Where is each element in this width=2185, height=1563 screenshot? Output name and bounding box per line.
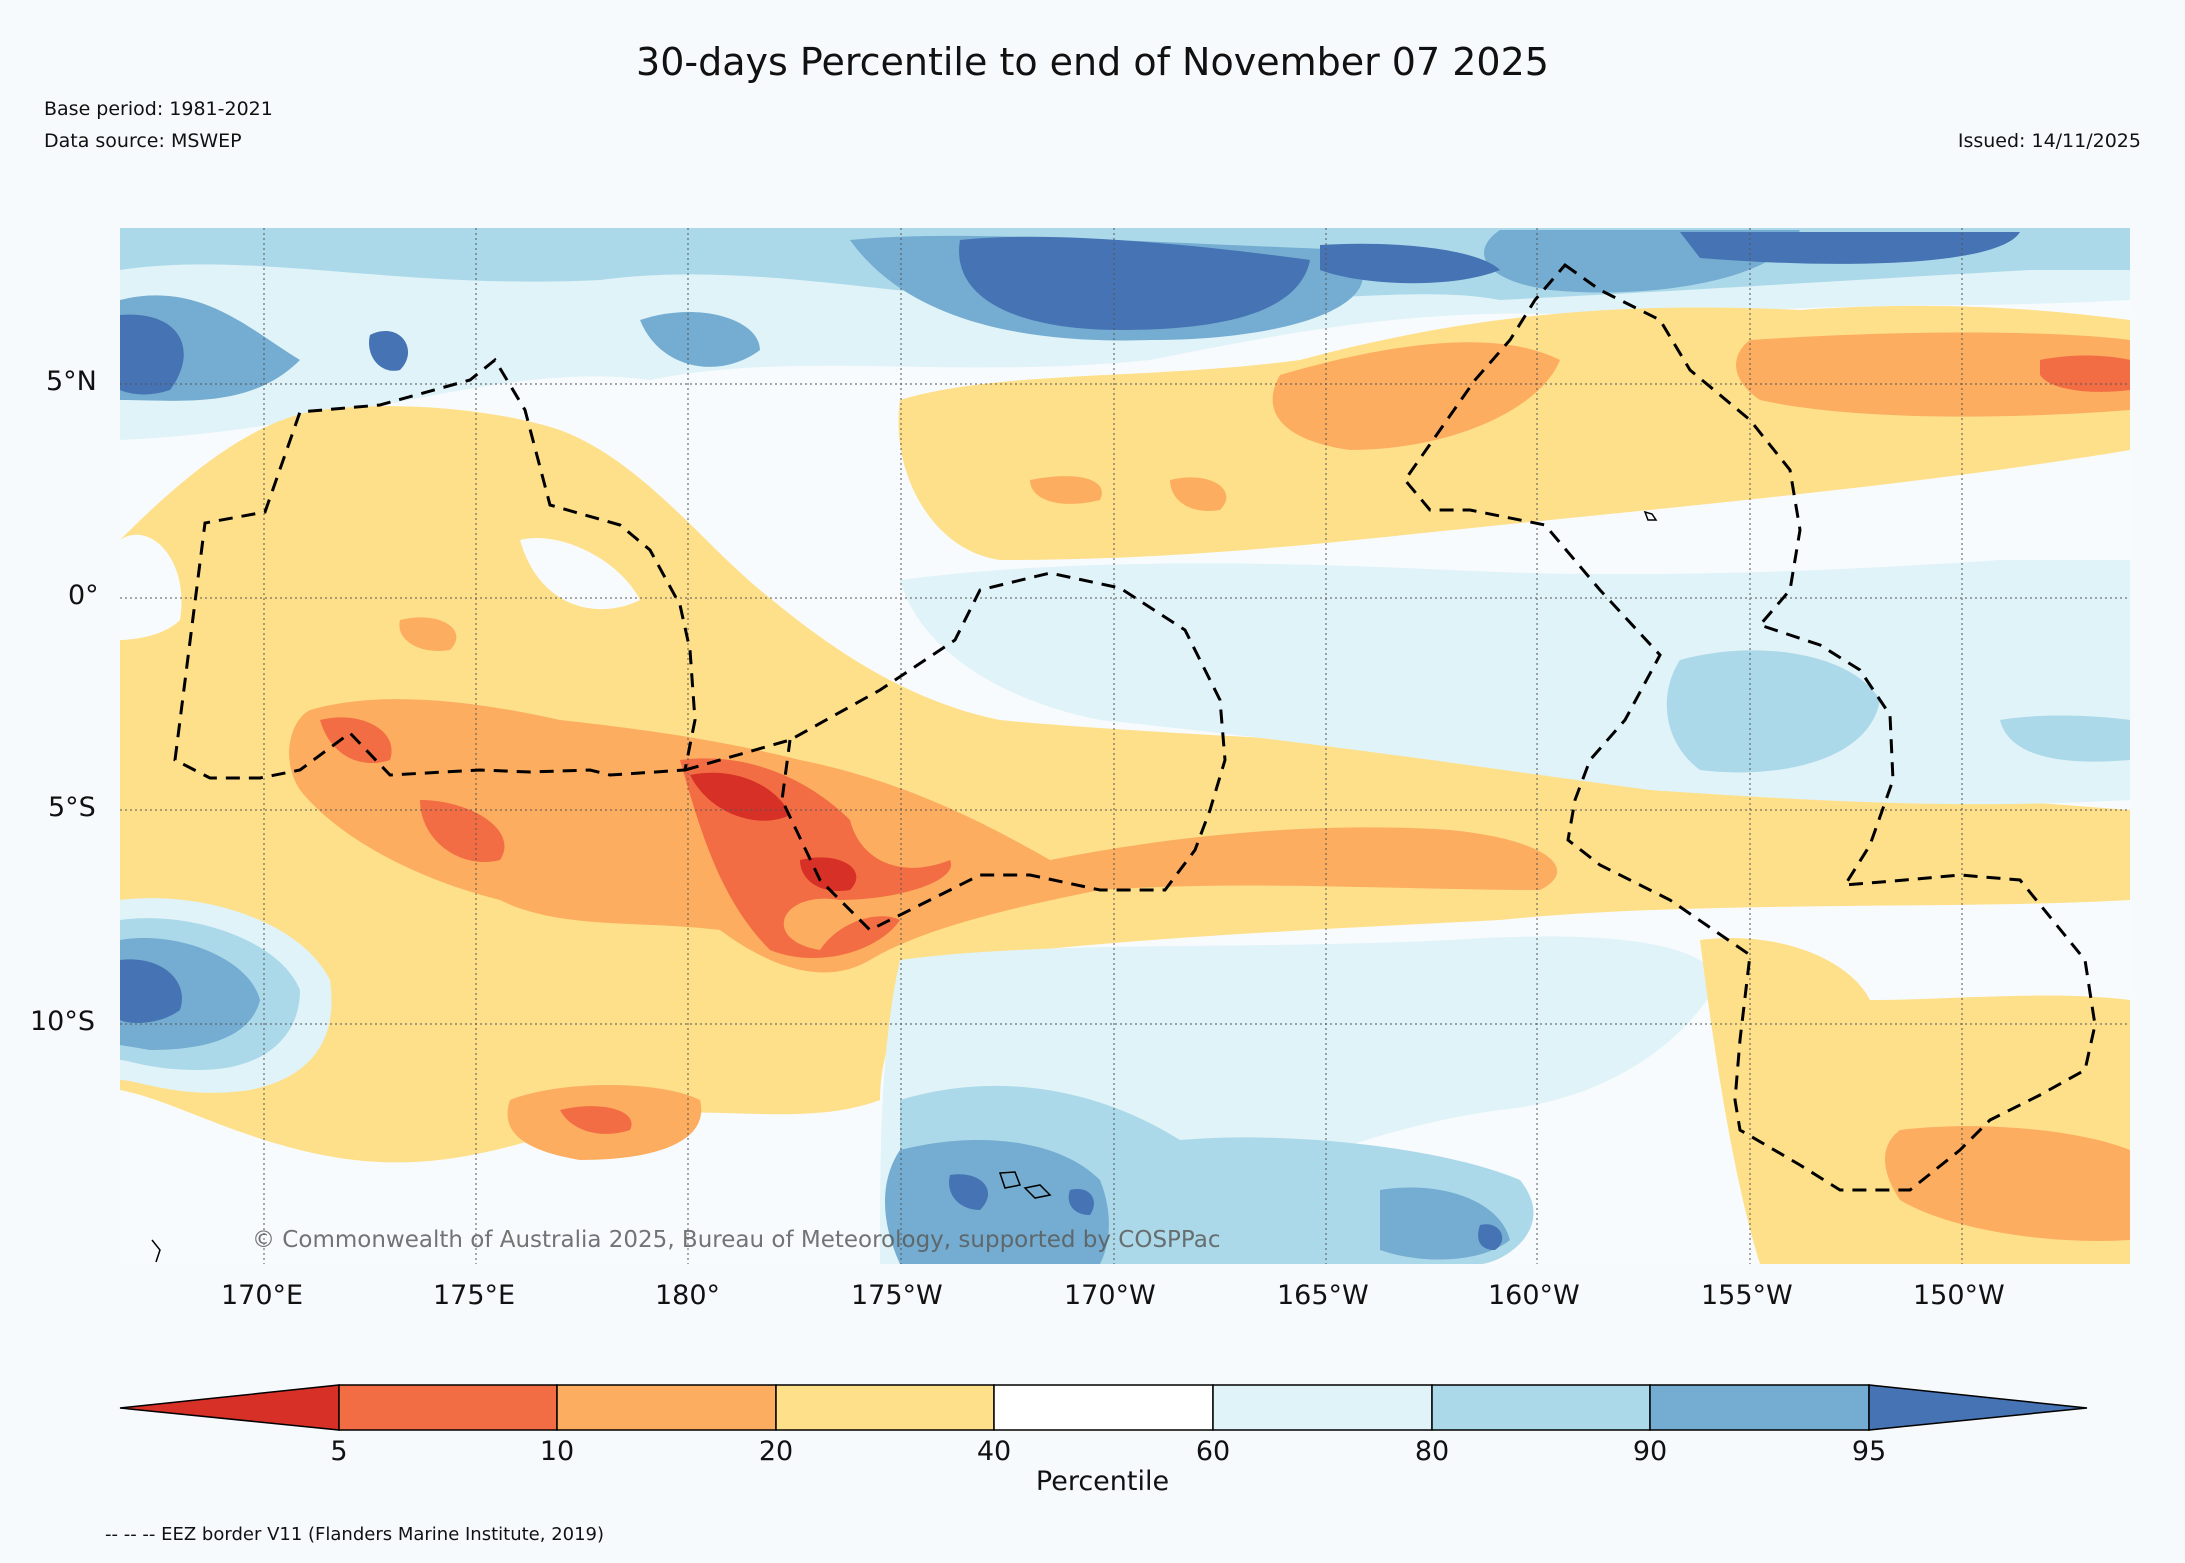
lon-label: 170°E <box>221 1280 304 1311</box>
colorbar-tick: 20 <box>758 1436 794 1467</box>
field-north-10-20 <box>1030 332 2130 511</box>
field-sw-gt95 <box>120 959 182 1023</box>
colorbar-tick: 10 <box>539 1436 575 1467</box>
lon-label: 170°W <box>1064 1280 1156 1311</box>
lon-label: 165°W <box>1277 1280 1369 1311</box>
data-source: Data source: MSWEP <box>44 130 242 152</box>
colorbar-tick: 40 <box>976 1436 1012 1467</box>
islands <box>151 510 1658 1263</box>
field-north-gt95 <box>120 232 2020 395</box>
eez-borders <box>173 262 2097 1192</box>
issued-date: Issued: 14/11/2025 <box>1957 130 2141 152</box>
lon-label: 175°W <box>851 1280 943 1311</box>
colorbar-segment-80-90 <box>1431 1384 1651 1431</box>
field-north-5-10 <box>2040 355 2130 392</box>
lon-label: 150°W <box>1913 1280 2005 1311</box>
colorbar-tick: 95 <box>1851 1436 1887 1467</box>
field-se-10-20 <box>1885 1126 2130 1241</box>
base-period: Base period: 1981-2021 <box>44 98 273 120</box>
lon-label: 180° <box>655 1280 721 1311</box>
colorbar-segment-10-20 <box>556 1384 777 1431</box>
map-title: 30-days Percentile to end of November 07… <box>636 40 1549 84</box>
field-north-90-95 <box>120 230 1800 401</box>
field-west-10-20 <box>289 617 1558 1160</box>
lon-label: 155°W <box>1701 1280 1793 1311</box>
colorbar-label: Percentile <box>1035 1466 1170 1497</box>
colorbar-tick: 60 <box>1195 1436 1231 1467</box>
colorbar-segment-40-60 <box>993 1384 1214 1431</box>
field-west-5-10 <box>320 717 952 1134</box>
field-west-lt5 <box>690 772 857 891</box>
colorbar-tick: 5 <box>330 1436 348 1467</box>
colorbar-segment-gt95 <box>1868 1384 2088 1431</box>
lat-label: 0° <box>68 580 99 611</box>
colorbar <box>119 1384 2088 1431</box>
field-east-90-95 <box>885 1140 1510 1264</box>
map-field <box>120 228 2130 1264</box>
colorbar-segment-20-40 <box>775 1384 995 1431</box>
copyright-text: © Commonwealth of Australia 2025, Bureau… <box>252 1227 1221 1253</box>
colorbar-tick: 80 <box>1414 1436 1450 1467</box>
field-east-gt95 <box>949 1174 1503 1250</box>
lon-label: 160°W <box>1488 1280 1580 1311</box>
eez-footnote: -- -- -- EEZ border V11 (Flanders Marine… <box>105 1524 605 1545</box>
colorbar-segment-lt5 <box>119 1384 340 1431</box>
lon-label: 175°E <box>433 1280 516 1311</box>
colorbar-tick: 90 <box>1632 1436 1668 1467</box>
colorbar-segment-60-80 <box>1212 1384 1433 1431</box>
colorbar-segment-5-10 <box>338 1384 558 1431</box>
colorbar-segment-90-95 <box>1649 1384 1870 1431</box>
lat-label: 5°N <box>46 366 97 397</box>
lat-label: 10°S <box>30 1006 95 1037</box>
lat-label: 5°S <box>48 792 96 823</box>
